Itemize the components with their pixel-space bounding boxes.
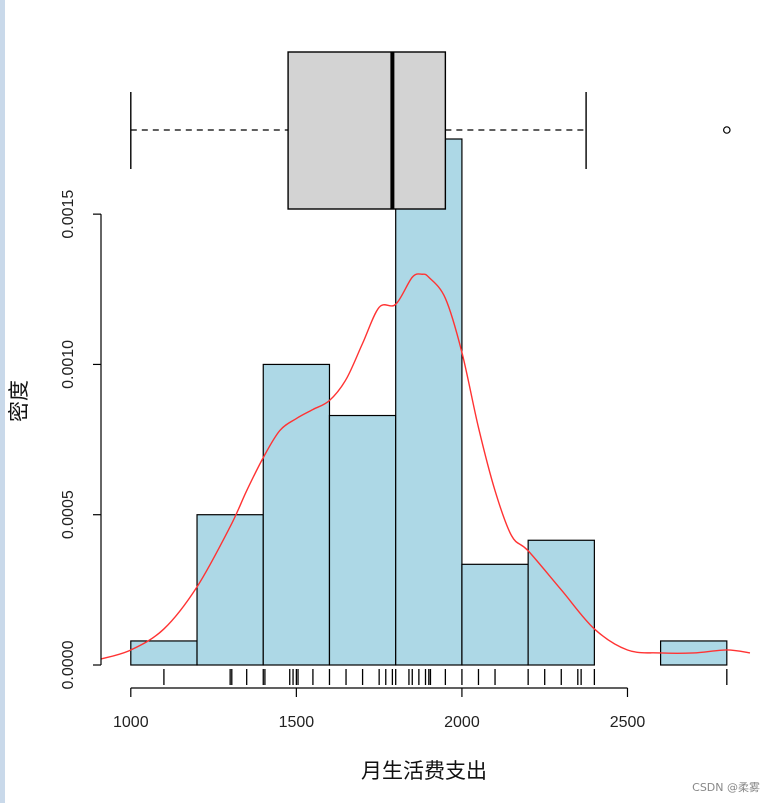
x-tick-label-3: 2500 [610,714,646,731]
density-curve [100,273,751,660]
y-tick-label-2: 0.0010 [60,340,77,389]
histogram-bar-1 [196,514,264,666]
histogram-bar-5 [461,563,529,666]
boxplot-outlier-0 [723,126,731,134]
density-curve-group [100,273,751,660]
boxplot-box [287,51,447,210]
histogram-bar-2 [262,363,331,666]
y-axis-title: 密度 [7,380,31,422]
x-tick-label-1: 1500 [279,714,315,731]
histogram-bar-6 [527,539,595,666]
histogram-bars [130,138,728,666]
histogram-bar-4 [395,138,463,666]
boxplot [130,51,731,210]
x-tick-label-2: 2000 [444,714,480,731]
x-tick-label-0: 1000 [113,714,149,731]
y-tick-label-3: 0.0015 [60,190,77,239]
y-tick-label-1: 0.0005 [60,490,77,539]
rug-marks [163,669,728,685]
histogram-bar-3 [328,414,397,666]
x-axis-title: 月生活费支出 [361,759,487,783]
window-left-border [0,0,5,803]
watermark: CSDN @柔雾 [692,781,760,794]
y-tick-label-0: 0.0000 [60,640,77,689]
axes: 0.0000 0.0005 0.0010 0.0015 1000 1500 2000 2500 [60,190,645,731]
